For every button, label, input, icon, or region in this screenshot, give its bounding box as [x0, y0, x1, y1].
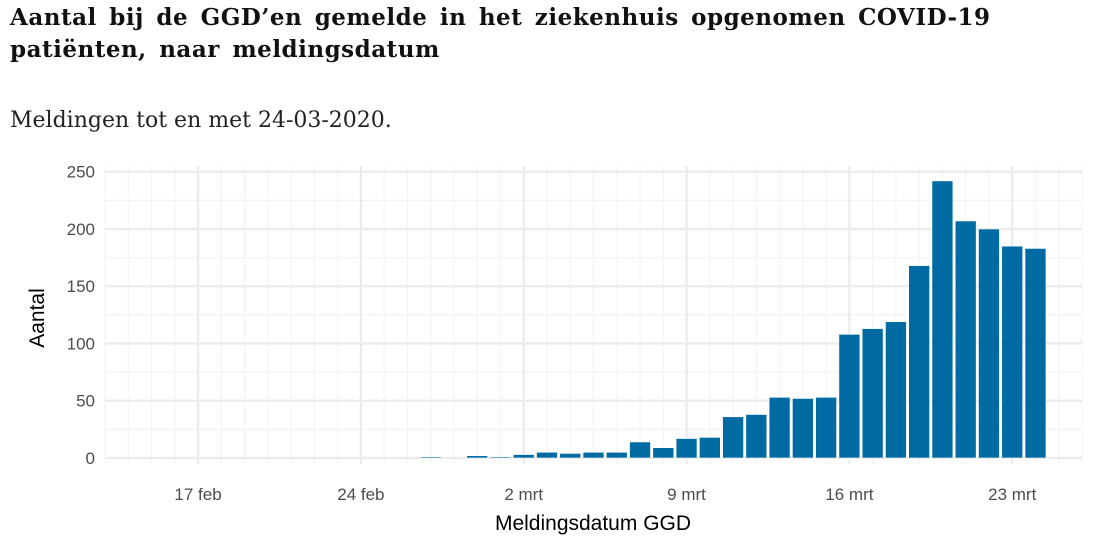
y-tick-label: 50 — [76, 392, 95, 411]
x-axis-ticks: 17 feb 24 feb 2 mrt 9 mrt 16 mrt 23 mrt — [174, 485, 1036, 504]
bar — [652, 447, 675, 459]
bar — [489, 456, 512, 459]
bar-series — [419, 180, 1047, 459]
x-tick-label: 23 mrt — [988, 485, 1036, 504]
bar — [954, 220, 977, 459]
bar — [605, 451, 628, 459]
y-tick-label: 150 — [67, 277, 95, 296]
bar — [838, 334, 861, 459]
x-tick-label: 16 mrt — [825, 485, 873, 504]
bar — [885, 321, 907, 459]
y-axis-ticks: 0 50 100 150 200 250 — [67, 163, 95, 468]
bar — [1001, 245, 1023, 459]
grid-lines — [104, 166, 1083, 464]
bar — [978, 228, 1000, 459]
bar — [722, 416, 744, 459]
bar — [559, 453, 582, 459]
bar — [629, 441, 651, 459]
bar — [815, 397, 837, 459]
bar — [1024, 248, 1047, 459]
bar — [675, 438, 698, 459]
x-tick-label: 9 mrt — [667, 485, 706, 504]
bar — [699, 437, 721, 459]
chart-title: Aantal bij de GGD’en gemelde in het ziek… — [10, 4, 991, 63]
y-axis-title: Aantal — [26, 288, 49, 348]
x-tick-label: 17 feb — [174, 485, 221, 504]
y-tick-label: 250 — [67, 163, 95, 182]
bar — [536, 451, 558, 459]
y-tick-label: 100 — [67, 334, 95, 353]
bar — [931, 180, 954, 459]
x-tick-label: 24 feb — [337, 485, 384, 504]
bar — [419, 456, 442, 459]
bar — [582, 451, 605, 459]
x-axis-title: Meldingsdatum GGD — [495, 512, 691, 535]
bar — [908, 265, 930, 459]
bar — [861, 328, 884, 459]
bar — [768, 397, 791, 459]
bar — [792, 398, 814, 459]
y-tick-label: 200 — [67, 220, 95, 239]
chart-subtitle: Meldingen tot en met 24-03-2020. — [10, 108, 392, 133]
y-tick-label: 0 — [86, 449, 95, 468]
bar — [745, 414, 768, 459]
bar — [512, 454, 535, 459]
bar — [466, 455, 488, 459]
x-tick-label: 2 mrt — [504, 485, 543, 504]
